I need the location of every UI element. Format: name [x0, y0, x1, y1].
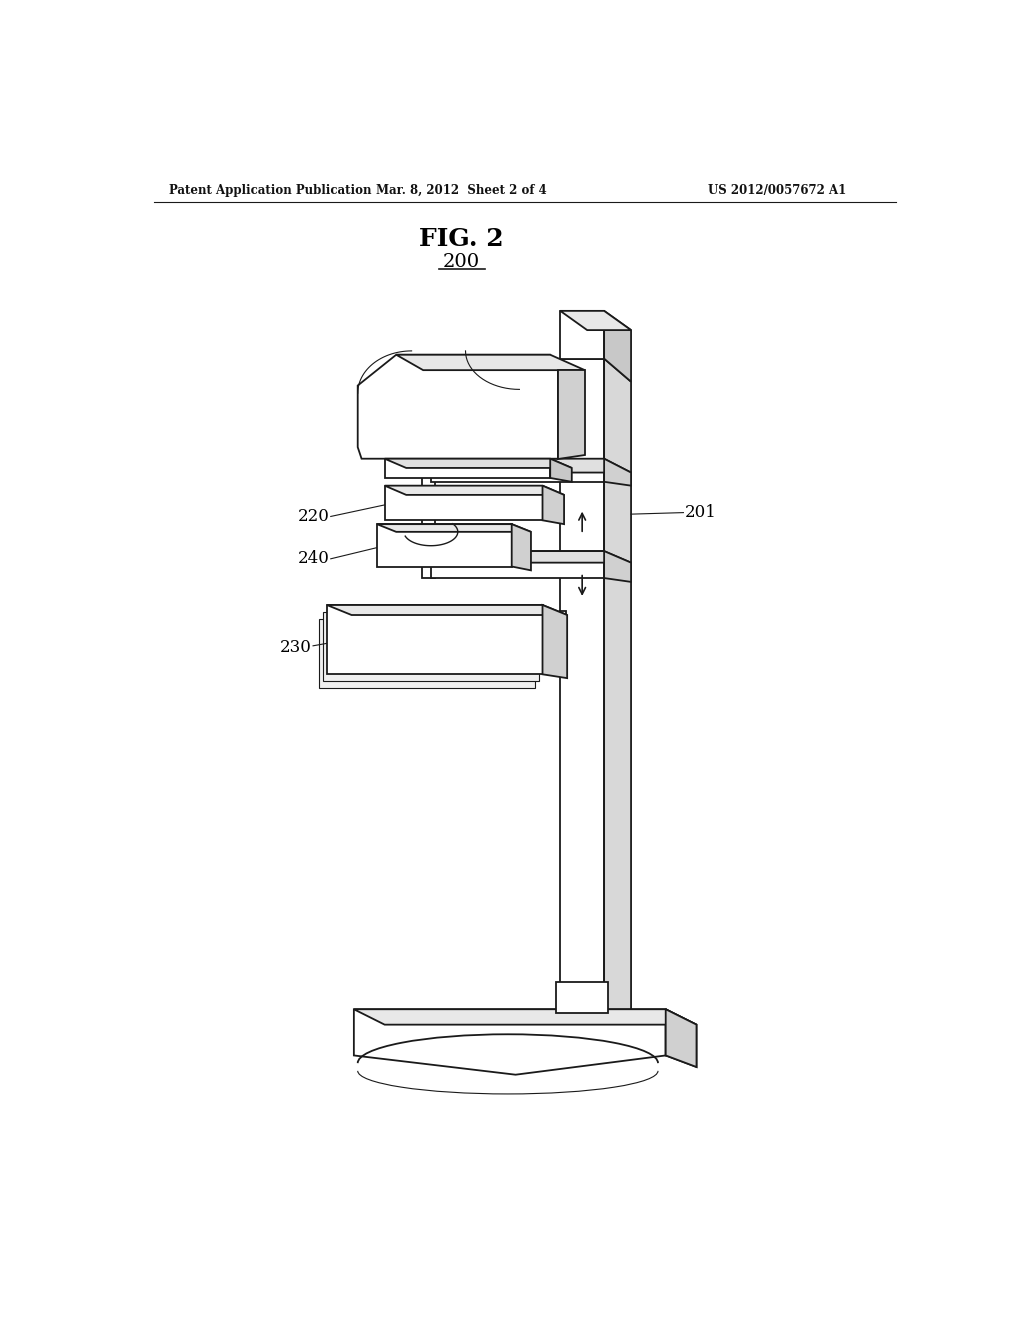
Polygon shape [604, 552, 631, 582]
Polygon shape [431, 459, 631, 473]
Polygon shape [385, 486, 543, 520]
Polygon shape [556, 982, 608, 1014]
Polygon shape [357, 355, 558, 459]
Polygon shape [354, 1010, 696, 1024]
Polygon shape [604, 359, 631, 1024]
Polygon shape [323, 612, 539, 681]
Polygon shape [558, 370, 585, 459]
Polygon shape [319, 619, 535, 688]
Polygon shape [327, 605, 543, 675]
Polygon shape [431, 459, 604, 482]
Polygon shape [512, 524, 531, 570]
Polygon shape [396, 355, 585, 370]
Polygon shape [666, 1010, 696, 1067]
Polygon shape [385, 459, 550, 478]
Text: 230: 230 [280, 639, 311, 656]
Polygon shape [560, 312, 631, 330]
Text: 220: 220 [297, 508, 330, 525]
Polygon shape [543, 486, 564, 524]
Polygon shape [543, 605, 567, 678]
Text: 200: 200 [443, 253, 480, 272]
Polygon shape [385, 486, 564, 495]
Text: Mar. 8, 2012  Sheet 2 of 4: Mar. 8, 2012 Sheet 2 of 4 [376, 185, 547, 197]
Polygon shape [431, 552, 604, 578]
Text: 201: 201 [685, 504, 717, 521]
Text: FIG. 2: FIG. 2 [420, 227, 504, 251]
Polygon shape [560, 359, 604, 1024]
Polygon shape [550, 459, 571, 482]
Polygon shape [377, 524, 512, 566]
Polygon shape [604, 312, 631, 381]
Polygon shape [422, 459, 435, 578]
Text: Patent Application Publication: Patent Application Publication [169, 185, 372, 197]
Polygon shape [666, 1010, 696, 1067]
Polygon shape [377, 524, 531, 532]
Polygon shape [327, 605, 567, 615]
Polygon shape [560, 312, 604, 359]
Text: US 2012/0057672 A1: US 2012/0057672 A1 [708, 185, 846, 197]
Polygon shape [604, 459, 631, 486]
Polygon shape [560, 611, 565, 671]
Text: 240: 240 [297, 550, 330, 568]
Polygon shape [354, 1010, 666, 1074]
Polygon shape [385, 459, 571, 469]
Polygon shape [431, 552, 631, 562]
